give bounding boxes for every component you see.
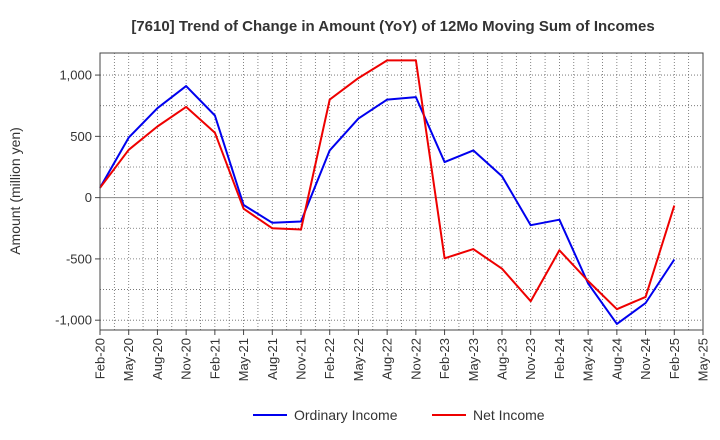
x-tick-label: Nov-22 (408, 338, 423, 380)
series-layer (99, 59, 676, 325)
x-tick-label: May-24 (581, 338, 596, 381)
series-line-1 (99, 85, 676, 325)
x-tick-label: Nov-21 (294, 338, 309, 380)
y-axis-label: Amount (million yen) (7, 127, 23, 255)
plot-frame (99, 52, 704, 331)
x-tick-label: Aug-20 (150, 338, 165, 380)
x-tick-label: May-21 (236, 338, 251, 381)
x-tick-label: Nov-20 (179, 338, 194, 380)
x-tick-label: Aug-22 (380, 338, 395, 380)
y-tick-label: 500 (70, 129, 92, 144)
x-tick-label: Nov-23 (523, 338, 538, 380)
x-tick-label: May-22 (351, 338, 366, 381)
y-tick-label: -500 (66, 251, 92, 266)
y-tick-label: 1,000 (59, 68, 92, 83)
x-tick-label: May-25 (696, 338, 711, 381)
x-tick-label: Aug-23 (495, 338, 510, 380)
x-tick-label: Feb-25 (667, 338, 682, 379)
x-tick-label: Nov-24 (638, 338, 653, 380)
legend: Ordinary Income Net Income (253, 407, 545, 423)
x-tick-label: Feb-22 (322, 338, 337, 379)
y-tick-label: -1,000 (55, 313, 92, 328)
grid (99, 53, 704, 330)
legend-label-1: Ordinary Income (294, 407, 398, 423)
x-tick-label: Aug-21 (265, 338, 280, 380)
x-tick-label: Feb-21 (207, 338, 222, 379)
legend-label-2: Net Income (473, 407, 545, 423)
x-tick-label: Feb-24 (552, 338, 567, 379)
x-tick-label: May-20 (121, 338, 136, 381)
x-tick-label: Aug-24 (609, 338, 624, 380)
series-line-2 (99, 59, 676, 311)
y-tick-label: 0 (85, 190, 92, 205)
x-tick-label: Feb-20 (93, 338, 108, 379)
x-tick-label: May-23 (466, 338, 481, 381)
chart-title: [7610] Trend of Change in Amount (YoY) o… (131, 18, 654, 35)
x-tick-label: Feb-23 (437, 338, 452, 379)
